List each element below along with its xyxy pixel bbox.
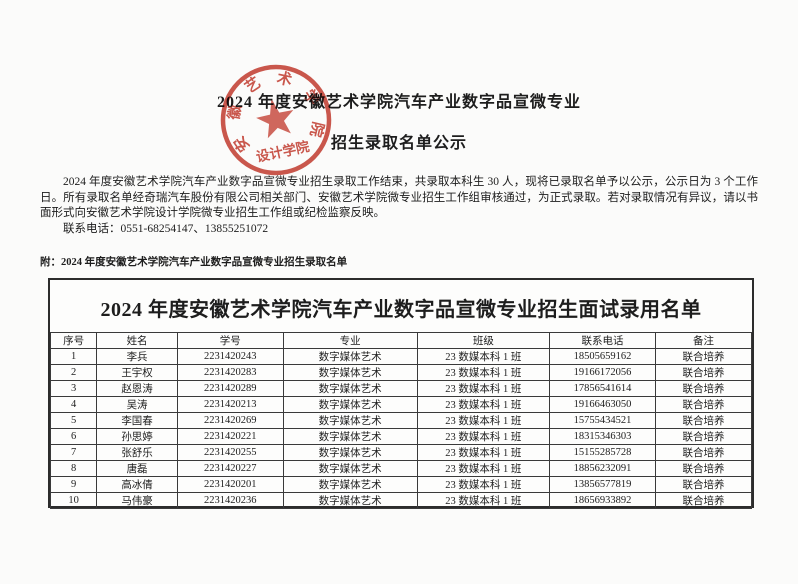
cell-note: 联合培养 — [654, 364, 753, 381]
cell-class: 23 数媒本科 1 班 — [416, 460, 551, 477]
cell-student-id: 2231420243 — [176, 348, 284, 365]
column-header-class: 班级 — [416, 332, 551, 349]
table-row: 5 李国春 2231420269 数字媒体艺术 23 数媒本科 1 班 157554345… — [49, 412, 753, 429]
cell-note: 联合培养 — [654, 348, 753, 365]
cell-major: 数字媒体艺术 — [282, 396, 418, 413]
cell-name: 李兵 — [96, 348, 178, 365]
cell-major: 数字媒体艺术 — [282, 476, 418, 493]
cell-name: 孙思婷 — [96, 428, 178, 445]
cell-student-id: 2231420289 — [176, 380, 284, 397]
cell-major: 数字媒体艺术 — [282, 412, 418, 429]
cell-class: 23 数媒本科 1 班 — [416, 412, 551, 429]
cell-phone: 18656933892 — [549, 492, 656, 509]
table-row: 6 孙思婷 2231420221 数字媒体艺术 23 数媒本科 1 班 183153463… — [49, 428, 753, 445]
cell-phone: 18315346303 — [549, 428, 656, 445]
cell-major: 数字媒体艺术 — [282, 492, 418, 509]
announcement-paragraph: 2024 年度安徽艺术学院汽车产业数字品宣微专业招生录取工作结束，共录取本科生 … — [40, 176, 758, 219]
cell-student-id: 2231420227 — [176, 460, 284, 477]
cell-index: 2 — [49, 364, 98, 381]
cell-note: 联合培养 — [654, 428, 753, 445]
cell-class: 23 数媒本科 1 班 — [416, 396, 551, 413]
cell-class: 23 数媒本科 1 班 — [416, 476, 551, 493]
column-header-note: 备注 — [654, 332, 753, 349]
cell-phone: 17856541614 — [549, 380, 656, 397]
column-header-student-id: 学号 — [176, 332, 284, 349]
contact-phone-line: 联系电话：0551-68254147、13855251072 — [63, 222, 269, 235]
admission-table: 序号 姓名 学号 专业 班级 联系电话 备注 1 李兵 2231420243 数字媒体艺术 23 数… — [49, 332, 753, 509]
cell-class: 23 数媒本科 1 班 — [416, 492, 551, 509]
cell-student-id: 2231420221 — [176, 428, 284, 445]
table-row: 7 张舒乐 2231420255 数字媒体艺术 23 数媒本科 1 班 151552857… — [49, 444, 753, 461]
cell-index: 7 — [49, 444, 98, 461]
attachment-caption: 附：2024 年度安徽艺术学院汽车产业数字品宣微专业招生录取名单 — [40, 257, 348, 268]
cell-student-id: 2231420201 — [176, 476, 284, 493]
cell-major: 数字媒体艺术 — [282, 380, 418, 397]
cell-class: 23 数媒本科 1 班 — [416, 364, 551, 381]
cell-major: 数字媒体艺术 — [282, 460, 418, 477]
cell-note: 联合培养 — [654, 412, 753, 429]
cell-note: 联合培养 — [654, 476, 753, 493]
cell-note: 联合培养 — [654, 380, 753, 397]
cell-phone: 18505659162 — [549, 348, 656, 365]
cell-name: 马伟豪 — [96, 492, 178, 509]
cell-index: 9 — [49, 476, 98, 493]
column-header-major: 专业 — [282, 332, 418, 349]
column-header-name: 姓名 — [96, 332, 178, 349]
cell-class: 23 数媒本科 1 班 — [416, 380, 551, 397]
cell-class: 23 数媒本科 1 班 — [416, 428, 551, 445]
cell-phone: 19166463050 — [549, 396, 656, 413]
cell-student-id: 2231420283 — [176, 364, 284, 381]
cell-index: 8 — [49, 460, 98, 477]
cell-student-id: 2231420213 — [176, 396, 284, 413]
cell-index: 5 — [49, 412, 98, 429]
cell-class: 23 数媒本科 1 班 — [416, 348, 551, 365]
cell-note: 联合培养 — [654, 444, 753, 461]
document-title-line1: 2024 年度安徽艺术学院汽车产业数字品宣微专业 — [216, 94, 581, 111]
cell-phone: 18856232091 — [549, 460, 656, 477]
cell-index: 6 — [49, 428, 98, 445]
cell-major: 数字媒体艺术 — [282, 444, 418, 461]
cell-name: 吴涛 — [96, 396, 178, 413]
table-row: 3 赵恩涛 2231420289 数字媒体艺术 23 数媒本科 1 班 178565416… — [49, 380, 753, 397]
cell-phone: 15155285728 — [549, 444, 656, 461]
cell-index: 3 — [49, 380, 98, 397]
cell-name: 王宇权 — [96, 364, 178, 381]
cell-phone: 19166172056 — [549, 364, 656, 381]
cell-index: 10 — [49, 492, 98, 509]
cell-name: 赵恩涛 — [96, 380, 178, 397]
cell-name: 李国春 — [96, 412, 178, 429]
cell-index: 1 — [49, 348, 98, 365]
table-row: 2 王宇权 2231420283 数字媒体艺术 23 数媒本科 1 班 191661720… — [49, 364, 753, 381]
document-title-line2: 招生录取名单公示 — [330, 135, 467, 152]
table-row: 9 高冰倩 2231420201 数字媒体艺术 23 数媒本科 1 班 138565778… — [49, 476, 753, 493]
cell-phone: 15755434521 — [549, 412, 656, 429]
table-row: 10 马伟豪 2231420236 数字媒体艺术 23 数媒本科 1 班 18656933… — [49, 492, 753, 509]
cell-student-id: 2231420236 — [176, 492, 284, 509]
cell-major: 数字媒体艺术 — [282, 348, 418, 365]
column-header-index: 序号 — [49, 332, 98, 349]
table-row: 1 李兵 2231420243 数字媒体艺术 23 数媒本科 1 班 1850565916… — [49, 348, 753, 365]
table-row: 8 唐磊 2231420227 数字媒体艺术 23 数媒本科 1 班 1885623209… — [49, 460, 753, 477]
cell-class: 23 数媒本科 1 班 — [416, 444, 551, 461]
admission-list-box: 2024 年度安徽艺术学院汽车产业数字品宣微专业招生面试录用名单 序号 姓名 学号专… — [48, 278, 754, 509]
admission-table-title: 2024 年度安徽艺术学院汽车产业数字品宣微专业招生面试录用名单 — [100, 299, 702, 321]
table-header-row: 序号 姓名 学号 专业 班级 联系电话 备注 — [49, 332, 753, 349]
cell-major: 数字媒体艺术 — [282, 364, 418, 381]
cell-name: 高冰倩 — [96, 476, 178, 493]
cell-name: 唐磊 — [96, 460, 178, 477]
cell-student-id: 2231420255 — [176, 444, 284, 461]
cell-phone: 13856577819 — [549, 476, 656, 493]
cell-note: 联合培养 — [654, 396, 753, 413]
cell-note: 联合培养 — [654, 492, 753, 509]
table-row: 4 吴涛 2231420213 数字媒体艺术 23 数媒本科 1 班 1916646305… — [49, 396, 753, 413]
cell-note: 联合培养 — [654, 460, 753, 477]
cell-student-id: 2231420269 — [176, 412, 284, 429]
cell-major: 数字媒体艺术 — [282, 428, 418, 445]
cell-name: 张舒乐 — [96, 444, 178, 461]
cell-index: 4 — [49, 396, 98, 413]
column-header-phone: 联系电话 — [549, 332, 656, 349]
